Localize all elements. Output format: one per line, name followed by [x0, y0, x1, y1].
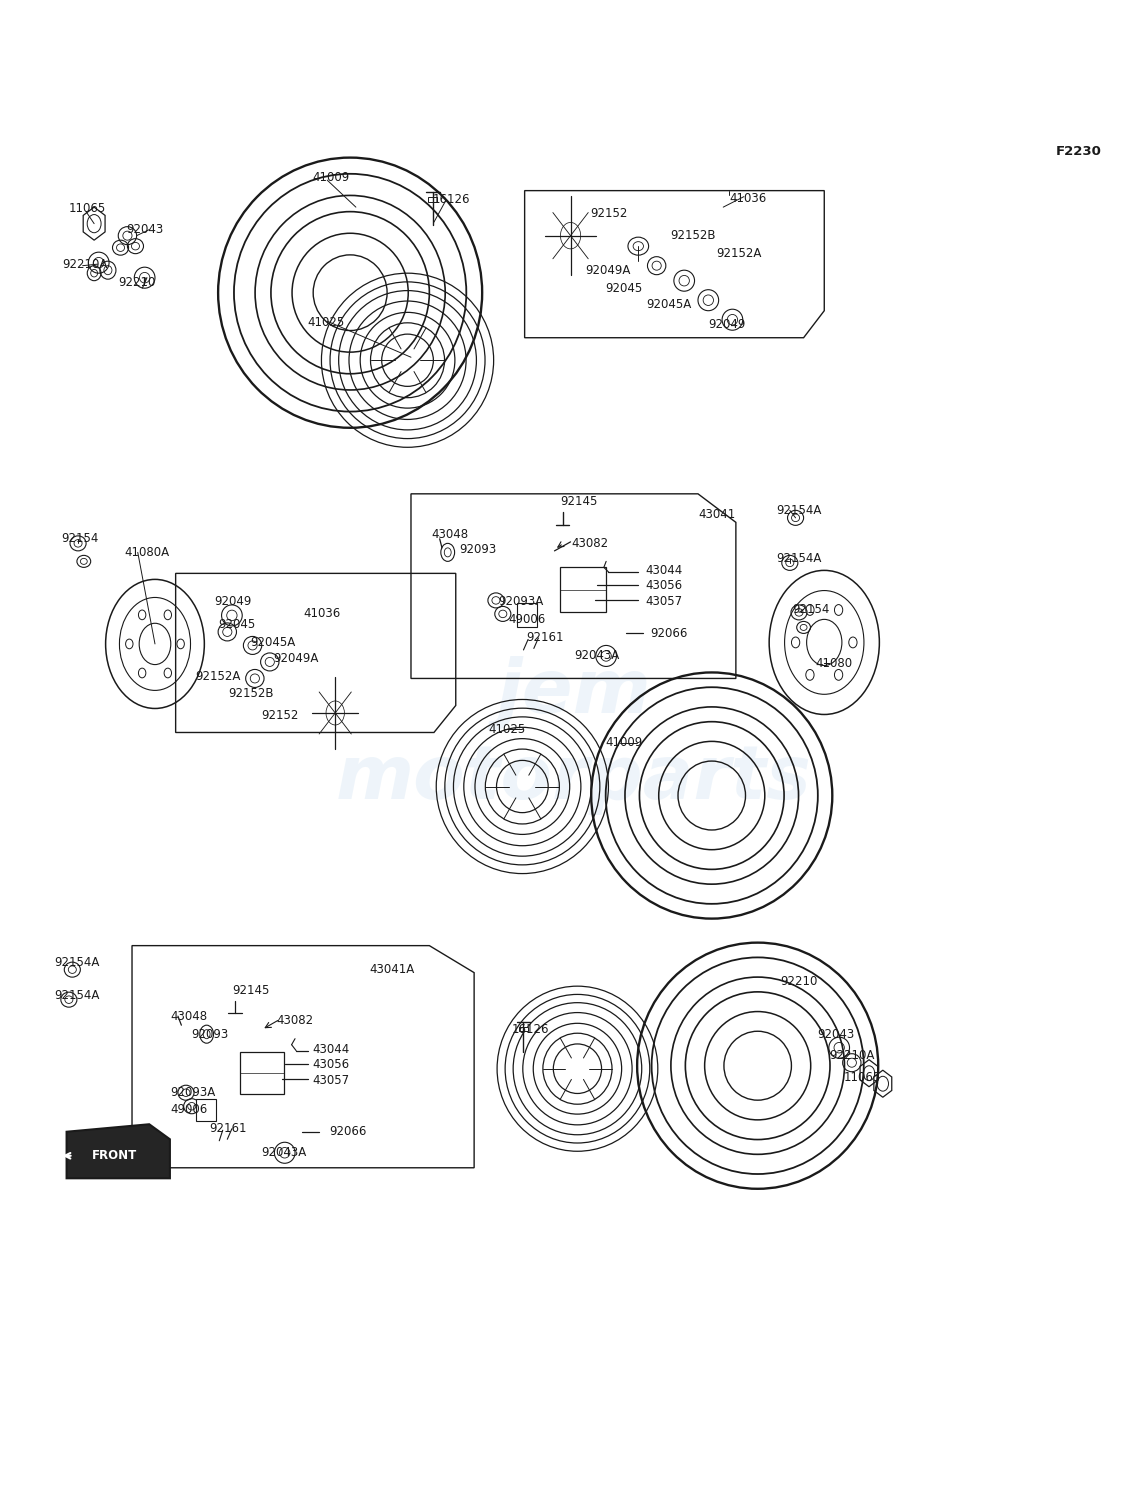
Text: 43056: 43056 — [312, 1058, 349, 1070]
Text: 92152A: 92152A — [716, 248, 762, 260]
Text: 92049: 92049 — [215, 596, 253, 608]
Text: 43056: 43056 — [645, 579, 682, 591]
Text: 43041A: 43041A — [370, 964, 414, 976]
Text: FRONT: FRONT — [92, 1150, 138, 1162]
Text: 92154A: 92154A — [776, 504, 822, 516]
Text: 43044: 43044 — [312, 1043, 349, 1055]
Text: 92093: 92093 — [459, 543, 496, 555]
Text: 92145: 92145 — [560, 495, 598, 507]
Text: 43082: 43082 — [572, 537, 608, 549]
Text: 92066: 92066 — [650, 627, 688, 639]
Polygon shape — [67, 1124, 170, 1178]
Ellipse shape — [835, 669, 843, 680]
Text: 92154A: 92154A — [776, 552, 822, 564]
Text: 41025: 41025 — [488, 723, 525, 735]
Text: 92152: 92152 — [262, 710, 300, 722]
Ellipse shape — [806, 669, 814, 680]
Text: 92161: 92161 — [209, 1123, 247, 1135]
Text: 92210A: 92210A — [62, 258, 108, 270]
Text: 92045: 92045 — [218, 618, 255, 630]
Text: 41080A: 41080A — [124, 546, 169, 558]
Ellipse shape — [164, 609, 171, 620]
Text: 92152B: 92152B — [670, 230, 716, 242]
Ellipse shape — [177, 639, 185, 648]
Bar — [196, 1099, 216, 1121]
Text: 92049A: 92049A — [273, 653, 319, 665]
Text: 43082: 43082 — [277, 1015, 313, 1027]
Text: 43044: 43044 — [645, 564, 682, 576]
Ellipse shape — [835, 605, 843, 615]
Text: 92045A: 92045A — [250, 636, 295, 648]
Text: 92154: 92154 — [61, 533, 99, 545]
Ellipse shape — [125, 639, 133, 648]
Text: 92210: 92210 — [781, 976, 819, 988]
Text: 92154: 92154 — [792, 603, 830, 615]
Bar — [428, 197, 437, 203]
Text: 49006: 49006 — [509, 614, 545, 626]
Text: 92093A: 92093A — [498, 596, 543, 608]
Text: 92152: 92152 — [590, 207, 628, 219]
Text: 41009: 41009 — [312, 171, 349, 183]
Text: 92145: 92145 — [232, 985, 270, 997]
Text: 43041: 43041 — [698, 509, 735, 521]
Text: 92045: 92045 — [605, 282, 642, 294]
Ellipse shape — [791, 636, 800, 648]
Text: 92043A: 92043A — [574, 650, 619, 662]
Text: 92161: 92161 — [526, 632, 564, 644]
Text: 92049: 92049 — [708, 318, 746, 330]
Text: 11065: 11065 — [69, 203, 106, 215]
Text: 41036: 41036 — [303, 608, 340, 620]
Text: 92045A: 92045A — [646, 299, 691, 311]
Text: 92093A: 92093A — [170, 1087, 215, 1099]
Text: 41080: 41080 — [815, 657, 852, 669]
Text: 41009: 41009 — [605, 737, 642, 749]
Text: 92152B: 92152B — [228, 687, 274, 699]
Text: 92043: 92043 — [817, 1028, 854, 1040]
Text: 92152A: 92152A — [195, 671, 241, 683]
Ellipse shape — [848, 636, 858, 648]
Bar — [517, 603, 537, 627]
Ellipse shape — [139, 609, 146, 620]
Text: 11065: 11065 — [844, 1072, 881, 1084]
Text: jem
motorparts: jem motorparts — [336, 656, 812, 815]
Text: 49006: 49006 — [170, 1103, 207, 1115]
Text: 16126: 16126 — [512, 1024, 550, 1036]
Text: 92066: 92066 — [329, 1126, 367, 1138]
Text: 16126: 16126 — [433, 194, 471, 206]
Text: 92049A: 92049A — [585, 264, 631, 276]
Ellipse shape — [139, 668, 146, 678]
Text: 43057: 43057 — [312, 1075, 349, 1087]
Bar — [519, 1027, 528, 1031]
Text: 92210: 92210 — [118, 276, 156, 288]
Text: 92154A: 92154A — [54, 989, 100, 1001]
Ellipse shape — [806, 605, 814, 615]
Text: 92093: 92093 — [192, 1028, 228, 1040]
Text: 43048: 43048 — [432, 528, 468, 540]
Text: 92043: 92043 — [126, 224, 163, 236]
Text: F2230: F2230 — [1056, 146, 1102, 158]
Text: 92154A: 92154A — [54, 956, 100, 968]
Text: 41036: 41036 — [729, 192, 766, 204]
Text: 92210A: 92210A — [829, 1049, 875, 1061]
Bar — [240, 1052, 284, 1094]
Text: 43057: 43057 — [645, 596, 682, 608]
Ellipse shape — [164, 668, 171, 678]
Text: 43048: 43048 — [170, 1010, 207, 1022]
Text: 41025: 41025 — [308, 317, 344, 329]
Text: 92043A: 92043A — [262, 1147, 307, 1159]
Bar — [560, 567, 606, 612]
